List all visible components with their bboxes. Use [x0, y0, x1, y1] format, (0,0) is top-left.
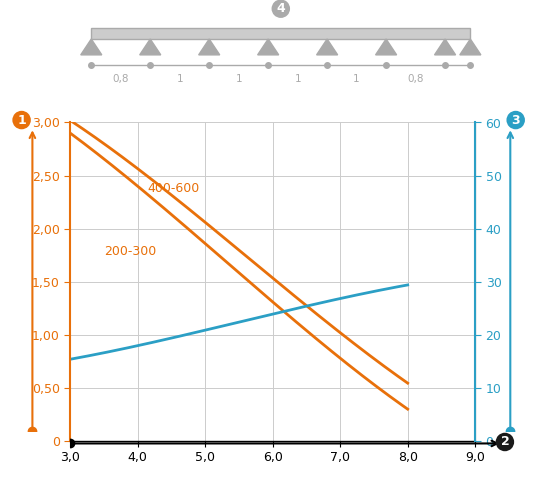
Text: 4: 4 — [276, 2, 285, 15]
Polygon shape — [376, 39, 397, 55]
Text: 1: 1 — [294, 74, 301, 84]
Text: 400-600: 400-600 — [148, 181, 200, 195]
Text: 200-300: 200-300 — [104, 245, 156, 258]
Text: 0,8: 0,8 — [407, 74, 424, 84]
Text: 1: 1 — [177, 74, 183, 84]
Polygon shape — [140, 39, 161, 55]
Polygon shape — [81, 39, 102, 55]
Polygon shape — [435, 39, 456, 55]
Text: 3: 3 — [511, 114, 520, 126]
Polygon shape — [199, 39, 220, 55]
FancyBboxPatch shape — [91, 28, 470, 39]
Text: 2: 2 — [501, 436, 509, 448]
Polygon shape — [258, 39, 279, 55]
Text: 1: 1 — [235, 74, 242, 84]
Polygon shape — [316, 39, 338, 55]
Text: 1: 1 — [17, 114, 26, 126]
Text: 1: 1 — [353, 74, 360, 84]
Polygon shape — [460, 39, 481, 55]
Text: 0,8: 0,8 — [112, 74, 129, 84]
